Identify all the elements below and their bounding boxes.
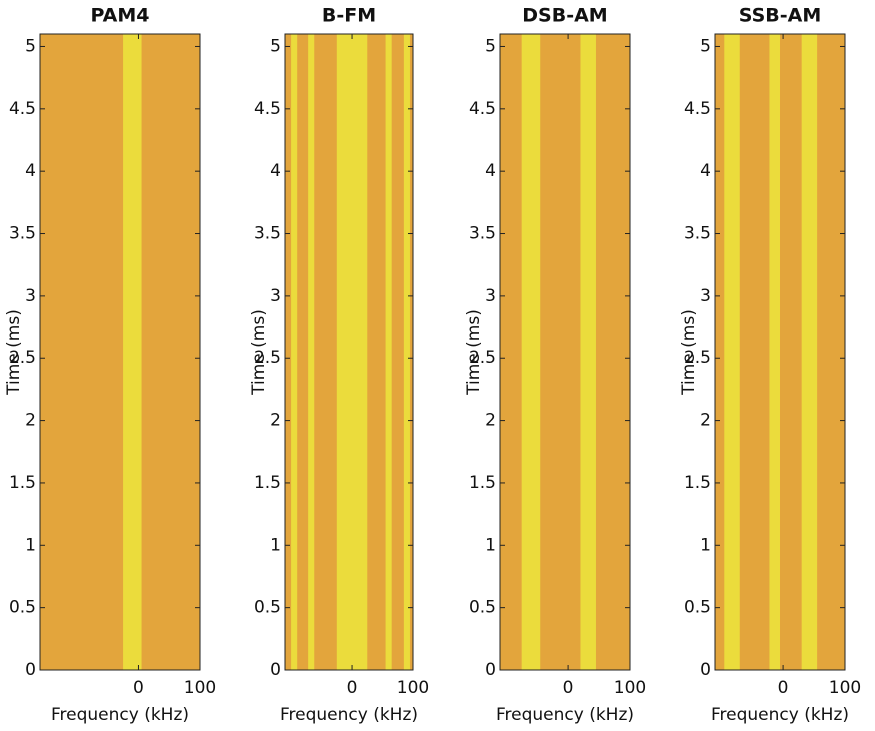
y-tick-label: 1 — [25, 535, 36, 555]
y-axis-label: Time (ms) — [464, 309, 484, 396]
x-tick-label: 100 — [829, 678, 861, 698]
panel-title: PAM4 — [90, 5, 149, 27]
y-tick-label: 5 — [270, 36, 281, 56]
plot-frame — [284, 33, 414, 671]
y-tick-label: 0 — [270, 660, 281, 680]
y-tick-label: 1.5 — [254, 473, 281, 493]
plot-frame — [714, 33, 846, 671]
y-tick-label: 3.5 — [469, 224, 496, 244]
plot-frame — [39, 33, 201, 671]
bright-band — [724, 34, 740, 670]
y-tick-label: 0.5 — [254, 598, 281, 618]
y-tick-label: 4.5 — [254, 99, 281, 119]
y-tick-label: 0 — [25, 660, 36, 680]
y-axis-label: Time (ms) — [249, 309, 269, 396]
y-tick-label: 1 — [270, 535, 281, 555]
y-tick-label: 1 — [485, 535, 496, 555]
panel-title: SSB-AM — [739, 5, 822, 27]
y-tick-label: 3.5 — [254, 224, 281, 244]
y-tick-label: 2.5 — [254, 348, 281, 368]
y-tick-label: 4.5 — [9, 99, 36, 119]
y-tick-label: 0.5 — [469, 598, 496, 618]
bright-band — [336, 34, 368, 670]
y-tick-label: 3 — [700, 286, 711, 306]
x-tick-label: 100 — [614, 678, 646, 698]
y-tick-label: 3 — [485, 286, 496, 306]
plot-frame — [499, 33, 631, 671]
bright-band — [123, 34, 142, 670]
x-axis-label: Frequency (kHz) — [51, 705, 189, 725]
y-tick-label: 3.5 — [9, 224, 36, 244]
y-tick-label: 2 — [25, 411, 36, 431]
bright-band — [521, 34, 541, 670]
y-axis-label: Time (ms) — [4, 309, 24, 396]
x-axis-label: Frequency (kHz) — [711, 705, 849, 725]
x-tick-label: 0 — [563, 678, 574, 698]
y-tick-label: 4 — [700, 161, 711, 181]
y-tick-label: 2 — [700, 411, 711, 431]
y-tick-label: 4 — [25, 161, 36, 181]
x-axis-label: Frequency (kHz) — [280, 705, 418, 725]
panel-title: B-FM — [322, 5, 376, 27]
y-tick-label: 0 — [485, 660, 496, 680]
y-tick-label: 1.5 — [684, 473, 711, 493]
y-tick-label: 5 — [25, 36, 36, 56]
x-tick-label: 0 — [778, 678, 789, 698]
y-axis-label: Time (ms) — [679, 309, 699, 396]
y-tick-label: 2 — [485, 411, 496, 431]
y-tick-label: 5 — [700, 36, 711, 56]
y-tick-label: 1.5 — [469, 473, 496, 493]
bright-band — [801, 34, 818, 670]
x-tick-label: 100 — [184, 678, 216, 698]
x-axis-label: Frequency (kHz) — [496, 705, 634, 725]
bright-band — [385, 34, 392, 670]
y-tick-label: 2.5 — [684, 348, 711, 368]
y-tick-label: 2.5 — [9, 348, 36, 368]
x-tick-label: 0 — [133, 678, 144, 698]
x-tick-label: 0 — [347, 678, 358, 698]
y-tick-label: 4 — [485, 161, 496, 181]
y-tick-label: 3 — [270, 286, 281, 306]
bright-band — [308, 34, 315, 670]
y-tick-label: 4.5 — [684, 99, 711, 119]
y-tick-label: 0 — [700, 660, 711, 680]
y-tick-label: 2 — [270, 411, 281, 431]
y-tick-label: 3 — [25, 286, 36, 306]
y-tick-label: 2.5 — [469, 348, 496, 368]
bright-band — [580, 34, 596, 670]
x-tick-label: 100 — [397, 678, 429, 698]
y-tick-label: 0.5 — [9, 598, 36, 618]
plot-background — [40, 34, 200, 670]
y-tick-label: 1 — [700, 535, 711, 555]
bright-band — [291, 34, 298, 670]
y-tick-label: 5 — [485, 36, 496, 56]
plot-background — [500, 34, 630, 670]
panel-title: DSB-AM — [522, 5, 607, 27]
y-tick-label: 4 — [270, 161, 281, 181]
bright-band — [769, 34, 780, 670]
y-tick-label: 3.5 — [684, 224, 711, 244]
y-tick-label: 0.5 — [684, 598, 711, 618]
y-tick-label: 4.5 — [469, 99, 496, 119]
y-tick-label: 1.5 — [9, 473, 36, 493]
bright-band — [403, 34, 410, 670]
